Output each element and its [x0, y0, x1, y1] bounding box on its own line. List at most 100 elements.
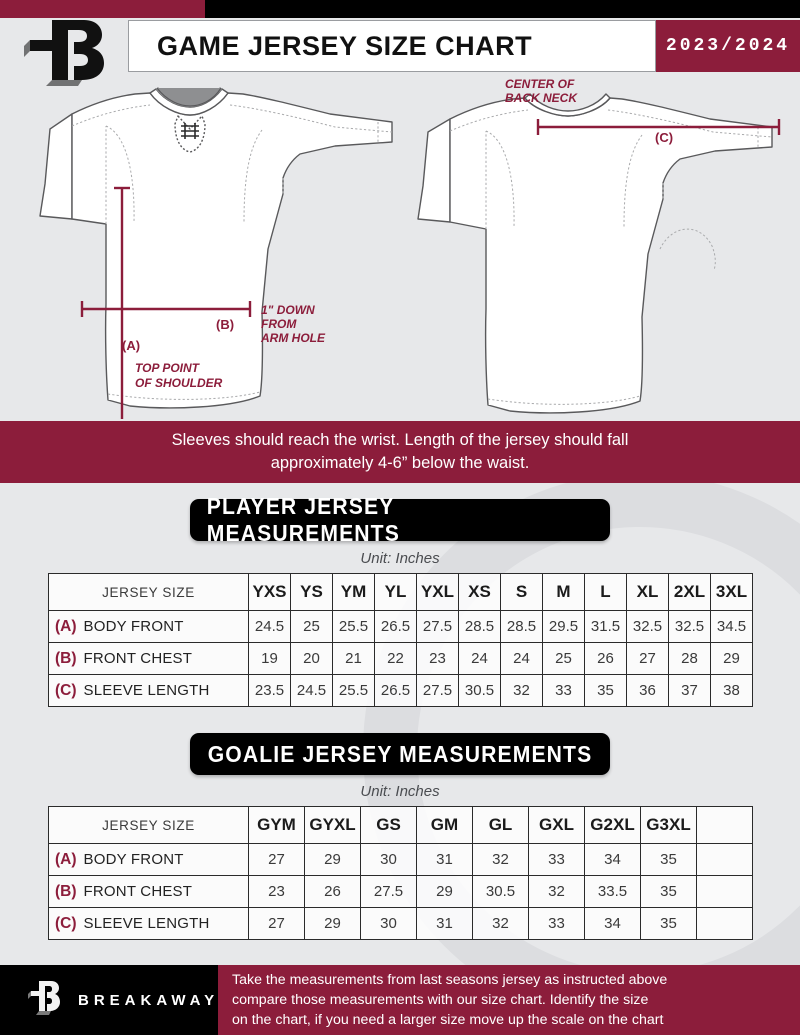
player-unit-label: Unit: Inches — [360, 550, 440, 567]
footer-brand-name: BREAKAWAY — [78, 991, 220, 1009]
column-header-G3XL: G3XL — [640, 806, 697, 844]
measurement-name: BODY FRONT — [83, 850, 184, 868]
table-cell: 23.5 — [248, 674, 291, 707]
column-header-GYXL: GYXL — [304, 806, 361, 844]
column-header-M: M — [542, 573, 585, 611]
column-header-S: S — [500, 573, 543, 611]
table-cell: 36 — [626, 674, 669, 707]
measurement-label-a: (A) BODY FRONT — [48, 843, 249, 876]
top-strip-black — [205, 0, 800, 18]
table-cell: 30 — [360, 907, 417, 940]
table-row: (B) FRONT CHEST 23 26 27.5 29 30.5 32 33.5 35 — [48, 875, 753, 908]
measurement-name: FRONT CHEST — [83, 882, 193, 900]
top-accent-strip — [0, 0, 800, 18]
table-cell: 27 — [626, 642, 669, 675]
table-cell: 29 — [416, 875, 473, 908]
back-label-c-note-1: CENTER OF — [505, 77, 575, 91]
measurement-tag: (C) — [55, 681, 77, 699]
measurement-tag: (C) — [55, 914, 77, 932]
front-label-a-tag: (A) — [122, 338, 140, 353]
table-cell: 28.5 — [500, 610, 543, 643]
jersey-diagrams: .jl{fill:#ffffff;stroke:#59595b;stroke-w… — [0, 74, 800, 419]
table-cell: 31 — [416, 907, 473, 940]
front-label-b-tag: (B) — [216, 317, 234, 332]
table-cell: 24.5 — [248, 610, 291, 643]
back-label-c-note-2: BACK NECK — [505, 91, 578, 105]
table-cell: 33 — [528, 907, 585, 940]
column-header-YXS: YXS — [248, 573, 291, 611]
table-cell: 24 — [500, 642, 543, 675]
measurement-label-c: (C) SLEEVE LENGTH — [48, 674, 249, 707]
column-header-XL: XL — [626, 573, 669, 611]
table-cell: 34 — [584, 843, 641, 876]
measurement-tag: (B) — [55, 882, 77, 900]
table-cell: 26 — [304, 875, 361, 908]
table-cell: 35 — [640, 843, 697, 876]
table-cell: 34.5 — [710, 610, 753, 643]
table-cell: 26 — [584, 642, 627, 675]
table-cell: 27 — [248, 907, 305, 940]
measurement-name: SLEEVE LENGTH — [83, 914, 210, 932]
measurement-label-b: (B) FRONT CHEST — [48, 875, 249, 908]
measurement-tag: (A) — [55, 617, 77, 635]
table-cell-empty — [696, 843, 753, 876]
column-header-L: L — [584, 573, 627, 611]
table-cell: 23 — [248, 875, 305, 908]
table-cell: 21 — [332, 642, 375, 675]
footer-line-2: compare those measurements with our size… — [232, 992, 649, 1008]
front-label-a-note-2: OF SHOULDER — [135, 376, 223, 390]
column-header-3XL: 3XL — [710, 573, 753, 611]
table-cell: 24 — [458, 642, 501, 675]
table-cell: 33 — [528, 843, 585, 876]
front-label-b-note-1: 1" DOWN — [261, 303, 315, 317]
table-cell: 38 — [710, 674, 753, 707]
table-cell: 35 — [640, 907, 697, 940]
measurement-label-a: (A) BODY FRONT — [48, 610, 249, 643]
column-header-YXL: YXL — [416, 573, 459, 611]
table-cell: 23 — [416, 642, 459, 675]
breakaway-b-logo-icon — [22, 14, 118, 88]
column-header-GXL: GXL — [528, 806, 585, 844]
table-cell: 31.5 — [584, 610, 627, 643]
table-cell: 19 — [248, 642, 291, 675]
table-cell: 37 — [668, 674, 711, 707]
table-cell: 28.5 — [458, 610, 501, 643]
player-section-heading: PLAYER JERSEY MEASUREMENTS — [190, 493, 610, 546]
table-cell: 32 — [528, 875, 585, 908]
table-cell: 35 — [640, 875, 697, 908]
table-header-row: JERSEY SIZE YXS YS YM YL YXL XS S M L XL 2XL 3XL — [48, 573, 753, 611]
fit-note-banner: Sleeves should reach the wrist. Length o… — [0, 421, 800, 483]
column-header-GYM: GYM — [248, 806, 305, 844]
table-cell: 30.5 — [472, 875, 529, 908]
back-jersey-illustration: (C) CENTER OF BACK NECK — [417, 77, 781, 414]
column-header-YL: YL — [374, 573, 417, 611]
measurement-tag: (B) — [55, 649, 77, 667]
table-cell: 29.5 — [542, 610, 585, 643]
season-badge: 2023/2024 — [656, 20, 800, 72]
table-cell: 28 — [668, 642, 711, 675]
table-cell: 29 — [304, 907, 361, 940]
page-header: GAME JERSEY SIZE CHART 2023/2024 — [0, 18, 800, 86]
player-section-heading-text: PLAYER JERSEY MEASUREMENTS — [206, 493, 400, 546]
front-label-b-note-3: ARM HOLE — [260, 331, 326, 345]
table-cell: 27.5 — [416, 610, 459, 643]
table-cell: 25.5 — [332, 610, 375, 643]
footer-brand-block: BREAKAWAY — [0, 965, 218, 1035]
table-cell-empty — [696, 875, 753, 908]
table-cell: 33.5 — [584, 875, 641, 908]
table-cell: 32.5 — [626, 610, 669, 643]
column-header-2XL: 2XL — [668, 573, 711, 611]
fit-note-line-2: approximately 4-6” below the waist. — [270, 454, 530, 472]
table-cell: 25 — [542, 642, 585, 675]
column-header-GS: GS — [360, 806, 417, 844]
table-header-row: JERSEY SIZE GYM GYXL GS GM GL GXL G2XL G3XL — [48, 806, 753, 844]
page-title: GAME JERSEY SIZE CHART — [157, 30, 533, 61]
page-footer: BREAKAWAY Take the measurements from las… — [0, 965, 800, 1035]
measurement-label-c: (C) SLEEVE LENGTH — [48, 907, 249, 940]
table-cell: 32 — [500, 674, 543, 707]
table-cell: 31 — [416, 843, 473, 876]
footer-line-3: on the chart, if you need a larger size … — [232, 1012, 664, 1028]
measurement-name: FRONT CHEST — [83, 649, 193, 667]
row-header-label: JERSEY SIZE — [48, 806, 249, 844]
